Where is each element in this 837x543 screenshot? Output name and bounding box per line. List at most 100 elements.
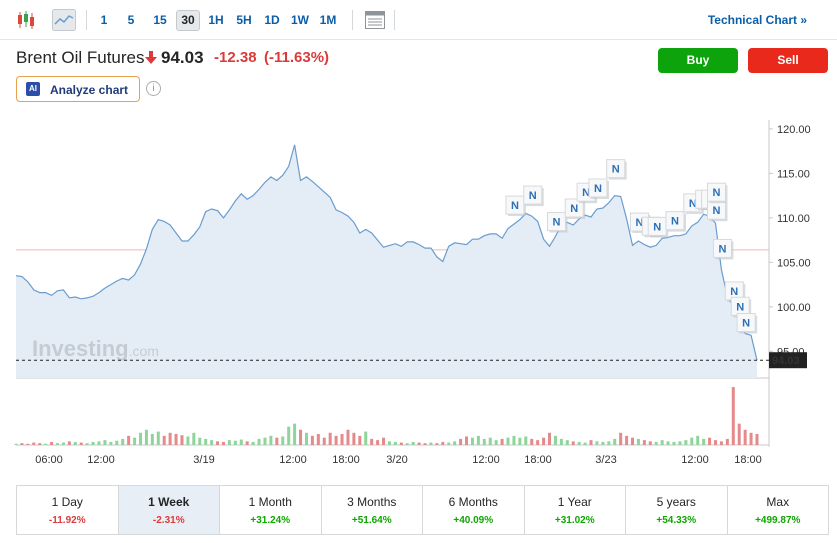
- timeframe-1w[interactable]: 1W: [291, 13, 309, 27]
- period-label: 1 Week: [148, 495, 190, 509]
- volume-bar: [447, 442, 451, 445]
- volume-bar: [714, 440, 718, 445]
- period-label: 6 Months: [448, 495, 498, 509]
- volume-bar: [583, 442, 587, 445]
- news-marker-label: N: [582, 187, 590, 199]
- y-tick-label: 100.00: [777, 302, 811, 314]
- volume-bar: [708, 437, 712, 445]
- x-tick-label: 12:00: [681, 454, 709, 466]
- buy-button[interactable]: Buy: [658, 48, 738, 73]
- period-change: +31.24%: [250, 515, 291, 526]
- volume-bar: [625, 435, 629, 445]
- volume-bar: [293, 423, 297, 445]
- news-marker: N: [546, 212, 568, 233]
- volume-bar: [340, 434, 344, 445]
- x-tick-label: 12:00: [87, 454, 115, 466]
- volume-bar: [607, 441, 611, 445]
- volume-bar: [577, 441, 581, 445]
- price-change: -12.38: [214, 49, 257, 66]
- news-marker: N: [712, 238, 734, 260]
- technical-chart-link[interactable]: Technical Chart »: [707, 13, 807, 27]
- volume-bar: [476, 435, 480, 445]
- volume-bar: [743, 429, 747, 445]
- volume-bar: [506, 437, 510, 445]
- volume-bar: [666, 441, 670, 445]
- volume-bar: [524, 436, 528, 445]
- period-label: 1 Day: [51, 495, 83, 509]
- timeframe-1h[interactable]: 1H: [208, 13, 224, 27]
- volume-bar: [382, 437, 386, 445]
- volume-bar: [571, 441, 575, 445]
- volume-bar: [227, 440, 231, 445]
- volume-bar: [50, 441, 54, 445]
- period-1-month[interactable]: 1 Month +31.24%: [220, 486, 322, 534]
- news-marker-box: [588, 178, 608, 198]
- period-6-months[interactable]: 6 Months +40.09%: [423, 486, 525, 534]
- volume-bar: [470, 437, 474, 445]
- timeframe-1d[interactable]: 1D: [264, 13, 280, 27]
- volume-bar: [109, 441, 113, 445]
- period-max[interactable]: Max +499.87%: [728, 486, 829, 534]
- volume-bar: [168, 432, 172, 445]
- volume-bar: [257, 438, 261, 445]
- news-marker-box: [606, 159, 626, 179]
- volume-bar: [239, 439, 243, 445]
- period-5-years[interactable]: 5 years +54.33%: [626, 486, 728, 534]
- volume-bar: [221, 441, 225, 445]
- chart-toolbar: 1 5 15 30 1H 5H 1D 1W 1M Technical Chart…: [0, 0, 837, 40]
- period-1-week[interactable]: 1 Week -2.31%: [118, 486, 220, 534]
- period-1-day[interactable]: 1 Day -11.92%: [17, 486, 119, 534]
- volume-bar: [358, 435, 362, 445]
- volume-bar: [192, 432, 196, 445]
- news-marker-label: N: [730, 286, 738, 298]
- volume-bar: [20, 443, 24, 445]
- timeframe-1[interactable]: 1: [100, 13, 108, 27]
- timeframe-5h[interactable]: 5H: [236, 13, 252, 27]
- volume-bar: [411, 441, 415, 445]
- x-tick-label: 18:00: [332, 454, 360, 466]
- volume-bar: [642, 440, 646, 445]
- candlestick-icon[interactable]: [14, 9, 38, 31]
- y-tick-label: 120.00: [777, 124, 811, 136]
- analyze-chart-label: Analyze chart: [50, 83, 129, 97]
- timeframe-1m[interactable]: 1M: [319, 13, 337, 27]
- volume-bar: [459, 438, 463, 445]
- volume-bar: [636, 438, 640, 445]
- timeframe-15[interactable]: 15: [153, 13, 167, 27]
- info-icon[interactable]: i: [146, 81, 161, 96]
- x-tick-label: 18:00: [524, 454, 552, 466]
- volume-bar: [601, 441, 605, 445]
- toolbar-divider: [394, 10, 395, 30]
- timeframe-5[interactable]: 5: [127, 13, 135, 27]
- volume-bar: [26, 443, 30, 445]
- price-chart[interactable]: 120.00115.00110.00105.00100.0095.00Inves…: [0, 110, 837, 480]
- volume-bar: [91, 441, 95, 445]
- volume-bar: [269, 435, 273, 445]
- period-3-months[interactable]: 3 Months +51.64%: [322, 486, 423, 534]
- volume-bar: [251, 441, 255, 445]
- timeframe-30[interactable]: 30: [176, 10, 200, 31]
- volume-bar: [138, 432, 142, 445]
- area-chart-icon[interactable]: [52, 9, 76, 31]
- volume-bar: [67, 441, 71, 445]
- volume-bar: [38, 443, 42, 445]
- volume-bar: [660, 440, 664, 445]
- period-change: +31.02%: [554, 515, 595, 526]
- volume-bar: [310, 435, 314, 445]
- volume-bar: [198, 437, 202, 445]
- volume-bar: [287, 426, 291, 445]
- news-marker-label: N: [529, 190, 537, 202]
- sell-button[interactable]: Sell: [748, 48, 828, 73]
- period-change: +51.64%: [351, 515, 392, 526]
- volume-bar: [61, 442, 65, 445]
- analyze-chart-button[interactable]: AI Analyze chart: [16, 76, 140, 102]
- volume-bar: [133, 437, 137, 445]
- table-icon[interactable]: [363, 9, 387, 31]
- period-1-year[interactable]: 1 Year +31.02%: [525, 486, 626, 534]
- period-change: -11.92%: [48, 515, 86, 526]
- period-label: 1 Year: [557, 495, 592, 509]
- volume-bar: [589, 440, 593, 445]
- x-tick-label: 3/20: [386, 454, 407, 466]
- volume-bar: [755, 434, 759, 445]
- volume-bar: [542, 437, 546, 445]
